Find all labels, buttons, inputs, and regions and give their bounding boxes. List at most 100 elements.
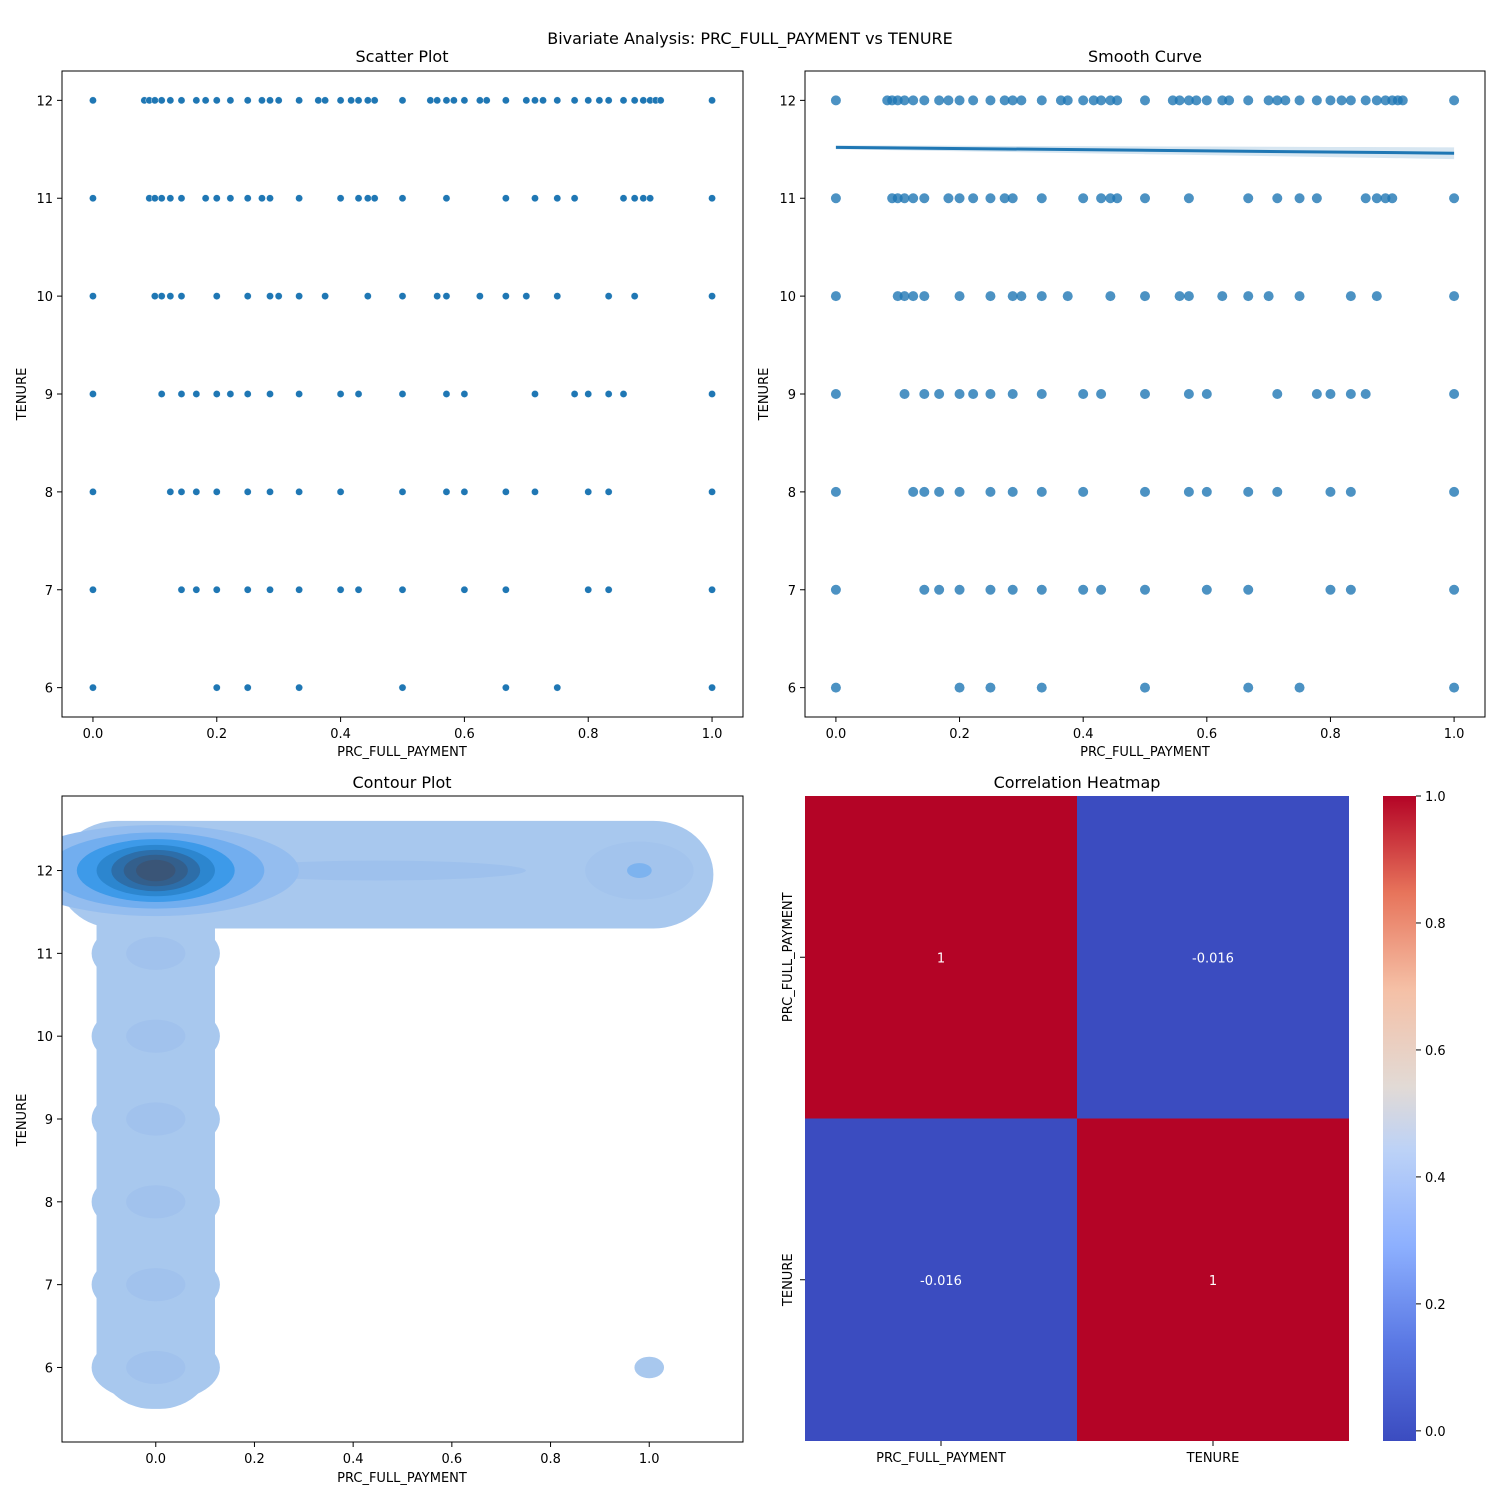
smooth-point: [919, 291, 930, 302]
scatter-point: [398, 585, 407, 594]
scatter-point: [442, 194, 451, 203]
scatter-point: [630, 194, 639, 203]
scatter-point: [212, 390, 221, 398]
scatter-point: [584, 96, 593, 105]
smooth-point: [899, 193, 910, 204]
smooth-point: [1078, 193, 1089, 204]
smooth-point: [1201, 389, 1212, 399]
smooth-point: [934, 486, 945, 497]
smooth-point: [830, 291, 841, 302]
scatter-point: [708, 390, 716, 398]
smooth-point: [954, 389, 965, 399]
smooth-point: [1217, 291, 1228, 302]
scatter-point: [157, 292, 166, 300]
scatter-point: [570, 194, 579, 203]
scatter-point: [595, 96, 604, 105]
scatter-point: [460, 96, 469, 105]
smooth-point: [1201, 486, 1212, 497]
heatmap-title: Correlation Heatmap: [994, 773, 1161, 792]
scatter-ytick-label: 11: [36, 192, 53, 207]
scatter-point: [266, 488, 274, 496]
smooth-point: [830, 584, 841, 595]
scatter-point: [192, 585, 201, 594]
scatter-point: [295, 585, 303, 594]
smooth-point: [1371, 193, 1382, 204]
smooth-point: [985, 389, 996, 399]
density-core: [126, 1350, 186, 1385]
scatter-ytick-label: 10: [36, 290, 53, 305]
smooth-point: [943, 95, 954, 106]
smooth-point: [934, 584, 945, 595]
scatter-ytick-label: 9: [45, 388, 53, 403]
smooth-point: [1311, 95, 1322, 106]
scatter-point: [266, 390, 274, 398]
scatter-point: [398, 194, 407, 203]
scatter-point: [266, 292, 274, 300]
smooth-point: [1243, 584, 1254, 595]
smooth-point: [1140, 193, 1150, 204]
scatter-point: [226, 390, 235, 398]
smooth-point: [1345, 95, 1356, 106]
smooth-point: [934, 95, 945, 106]
scatter-point: [151, 96, 159, 105]
smooth-ticks: 0.0 0.2 0.4 0.6 0.8 1.0 6 7 8 9 10 11 12: [779, 94, 1464, 742]
scatter-point: [539, 96, 547, 105]
scatter-point: [619, 390, 628, 398]
scatter-ylabel: TENURE: [15, 368, 30, 422]
scatter-point: [258, 194, 266, 203]
scatter-point: [442, 292, 451, 300]
scatter-point: [646, 194, 654, 203]
scatter-point: [192, 488, 201, 496]
heatmap-cells: 1 -0.016 -0.016 1: [805, 796, 1349, 1441]
smooth-point: [1449, 486, 1460, 497]
smooth-point: [985, 291, 996, 302]
scatter-ytick-label: 6: [45, 682, 53, 697]
smooth-point: [1112, 193, 1123, 204]
scatter-point: [177, 194, 186, 203]
smooth-point: [1272, 486, 1283, 497]
contour-ytick-label: 9: [45, 1113, 53, 1128]
scatter-point: [166, 292, 175, 300]
smooth-points: [830, 95, 1460, 693]
density-core: [126, 1102, 186, 1136]
scatter-point: [502, 488, 510, 496]
scatter-point: [89, 96, 97, 105]
smooth-point: [985, 193, 996, 204]
scatter-point: [201, 96, 210, 105]
scatter-point: [151, 194, 159, 203]
scatter-point: [243, 683, 252, 692]
colorbar-tick-label: 0.0: [1425, 1425, 1446, 1440]
suptitle: Bivariate Analysis: PRC_FULL_PAYMENT vs …: [547, 29, 953, 49]
scatter-xtick-label: 0.6: [454, 727, 475, 742]
smooth-point: [830, 389, 841, 399]
scatter-point: [354, 390, 363, 398]
density-core: [126, 936, 186, 970]
contour-panel: Contour Plot 0.0 0.2 0.4 0.6 0.8 1.0 6 7 8 9 10 11 1…: [15, 773, 744, 1486]
heatmap-xtick-label: TENURE: [1186, 1451, 1240, 1466]
colorbar-ticks: 0.0 0.2 0.4 0.6 0.8 1.0: [1416, 790, 1446, 1440]
smooth-point: [1272, 193, 1283, 204]
scatter-point: [364, 292, 372, 300]
smooth-point: [1201, 95, 1212, 106]
scatter-ytick-label: 7: [45, 584, 53, 599]
smooth-point: [1360, 193, 1371, 204]
scatter-point: [336, 488, 345, 496]
scatter-panel: Scatter Plot 0.0 0.2 0.4 0.6 0.8 1.0 6 7 8 9 10 11 1…: [15, 47, 744, 760]
contour-xtick-label: 0.2: [244, 1452, 265, 1467]
smooth-point: [1311, 193, 1322, 204]
smooth-point: [1078, 486, 1089, 497]
smooth-point: [1007, 193, 1018, 204]
smooth-point: [1096, 389, 1107, 399]
scatter-point: [522, 96, 531, 105]
contour-ylabel: TENURE: [15, 1094, 30, 1148]
smooth-point: [1272, 95, 1283, 106]
smooth-point: [899, 291, 910, 302]
contour-xtick-label: 0.4: [343, 1452, 364, 1467]
smooth-point: [954, 682, 965, 693]
scatter-point: [442, 390, 451, 398]
scatter-point: [502, 96, 510, 105]
smooth-point: [1183, 291, 1194, 302]
smooth-point: [1201, 584, 1212, 595]
smooth-point: [1036, 193, 1047, 204]
smooth-point: [1243, 95, 1254, 106]
